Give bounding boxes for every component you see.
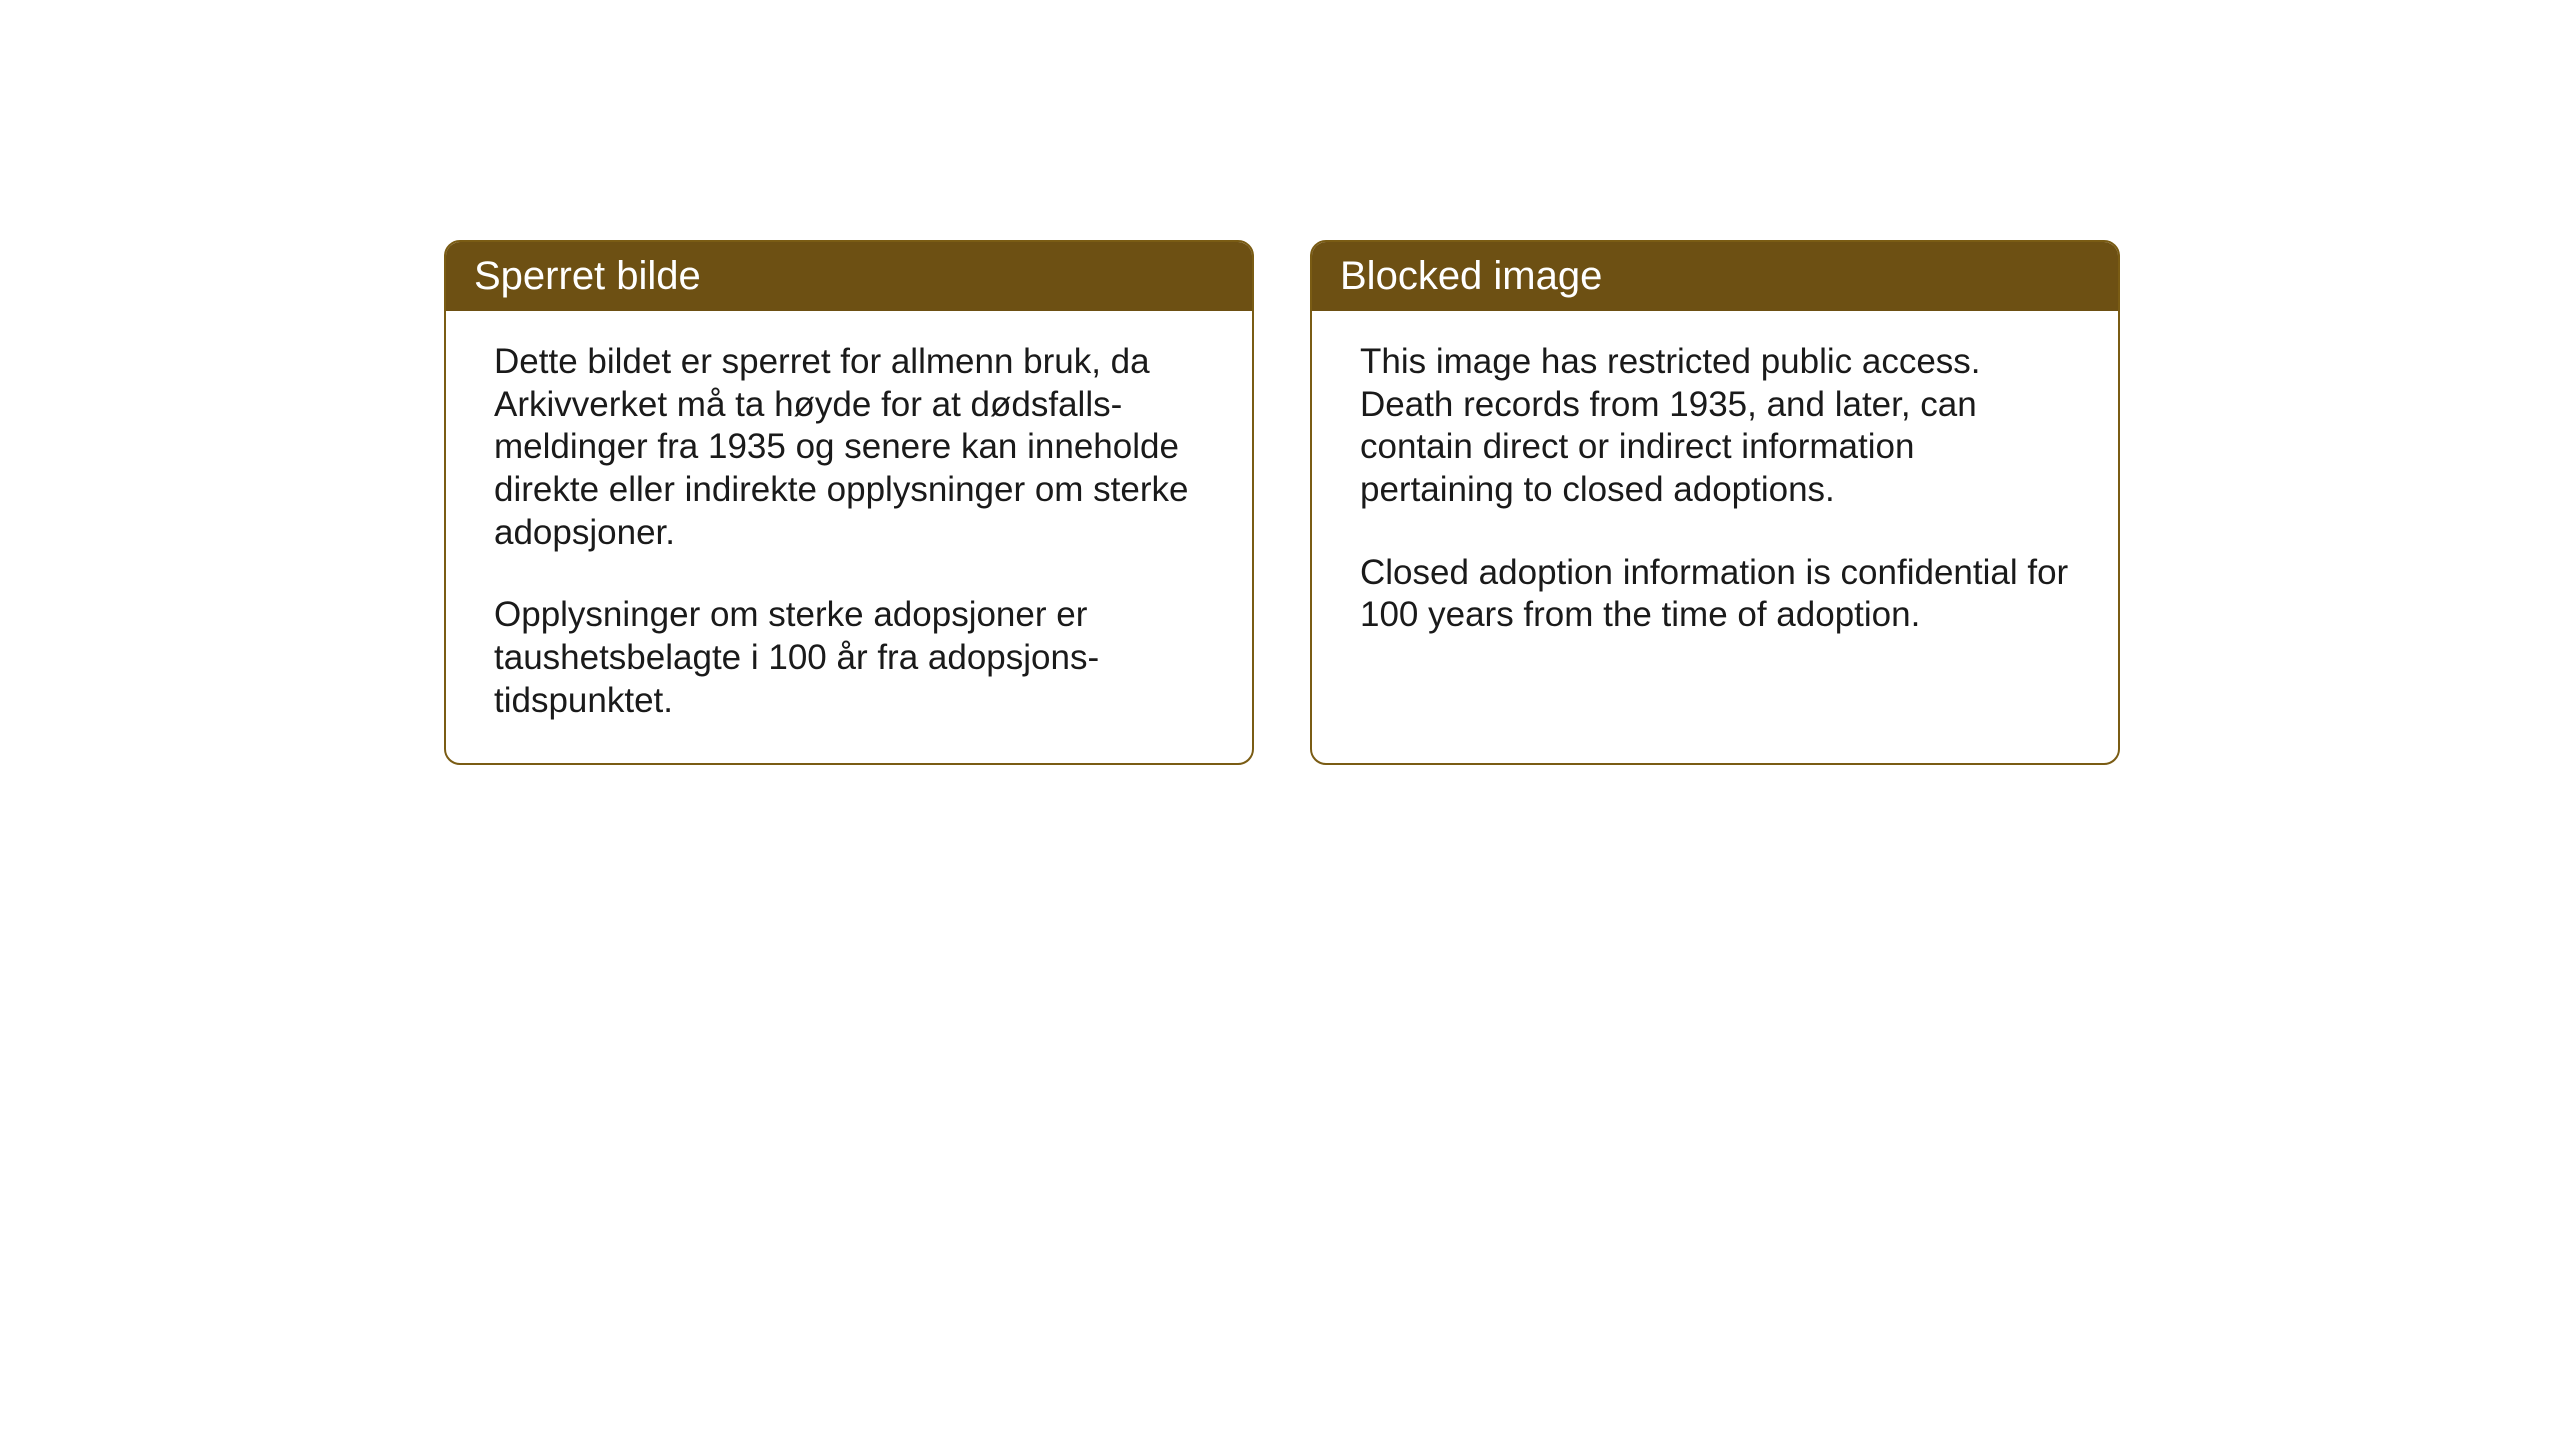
- norwegian-paragraph-2: Opplysninger om sterke adopsjoner er tau…: [494, 594, 1204, 722]
- norwegian-card: Sperret bilde Dette bildet er sperret fo…: [444, 240, 1254, 765]
- cards-container: Sperret bilde Dette bildet er sperret fo…: [444, 240, 2120, 765]
- english-paragraph-2: Closed adoption information is confident…: [1360, 552, 2070, 637]
- norwegian-card-header: Sperret bilde: [446, 242, 1252, 311]
- norwegian-paragraph-1: Dette bildet er sperret for allmenn bruk…: [494, 341, 1204, 554]
- english-card-title: Blocked image: [1340, 254, 1602, 298]
- english-paragraph-1: This image has restricted public access.…: [1360, 341, 2070, 512]
- english-card-header: Blocked image: [1312, 242, 2118, 311]
- norwegian-card-title: Sperret bilde: [474, 254, 701, 298]
- norwegian-card-body: Dette bildet er sperret for allmenn bruk…: [446, 311, 1252, 763]
- english-card-body: This image has restricted public access.…: [1312, 311, 2118, 717]
- english-card: Blocked image This image has restricted …: [1310, 240, 2120, 765]
